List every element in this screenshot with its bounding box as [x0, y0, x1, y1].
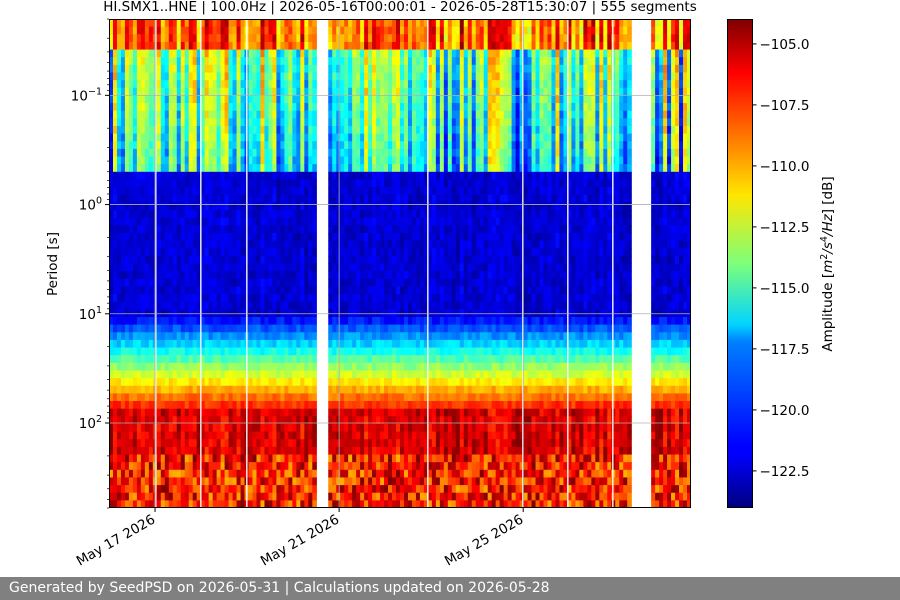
colorbar-tick-label: −112.5	[760, 220, 810, 236]
y-axis: 10−1 100 101 102	[71, 18, 109, 509]
colorbar-tick-label: −110.0	[760, 159, 810, 175]
colorbar-tick-label: −122.5	[760, 464, 810, 480]
footer: Generated by SeedPSD on 2026-05-31 | Cal…	[0, 577, 900, 600]
colorbar-axis: −105.0 −107.5 −110.0 −112.5 −115.0 −117.5 −120…	[752, 37, 810, 480]
y-tick-label: 10−1	[71, 86, 102, 104]
gridlines	[109, 19, 691, 508]
plot-frame	[109, 19, 691, 508]
colorbar-tick-label: −115.0	[760, 281, 810, 297]
colorbar-tick-label: −117.5	[760, 342, 810, 358]
x-axis: May 17 2026 May 21 2026 May 25 2026	[74, 508, 526, 569]
y-axis-label: Period [s]	[45, 232, 61, 296]
colorbar-tick-label: −107.5	[760, 98, 810, 114]
x-tick-label: May 25 2026	[442, 512, 526, 570]
y-tick-label: 100	[79, 196, 102, 214]
y-tick-label: 102	[79, 414, 102, 432]
colorbar-label: Amplitude [m2/s4/Hz] [dB]	[819, 176, 836, 351]
x-tick-label: May 21 2026	[258, 512, 342, 570]
colorbar-tick-label: −120.0	[760, 403, 810, 419]
x-tick-label: May 17 2026	[74, 512, 158, 570]
spectrogram-heatmap	[109, 19, 691, 508]
colorbar	[727, 19, 753, 508]
y-tick-label: 101	[79, 305, 102, 323]
chart-title: HI.SMX1..HNE | 100.0Hz | 2026-05-16T00:0…	[103, 0, 697, 15]
colorbar-tick-label: −105.0	[760, 37, 810, 53]
